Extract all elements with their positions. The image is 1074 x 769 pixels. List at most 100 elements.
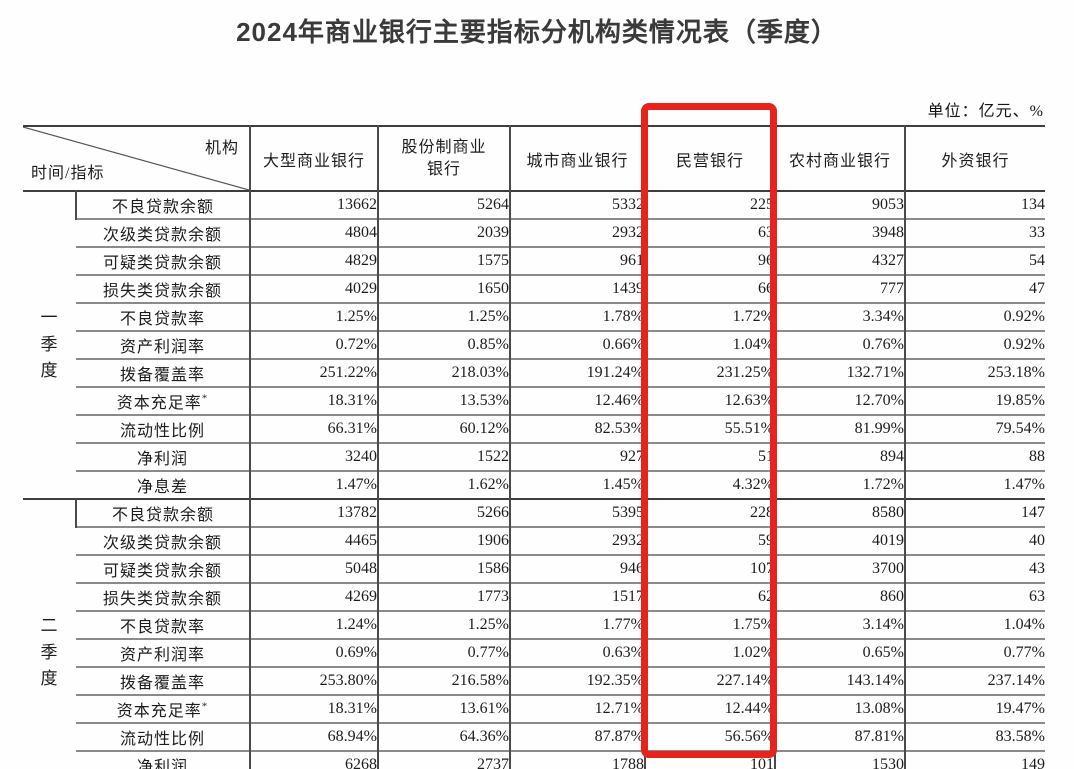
data-cell: 12.63% xyxy=(644,387,775,415)
table-row: 净利润 3240 1522 927 51 894 88 xyxy=(23,443,1045,471)
data-cell: 1522 xyxy=(377,443,510,471)
data-cell: 4269 xyxy=(249,583,378,611)
table-row: 次级类贷款余额 4465 1906 2932 59 4019 40 xyxy=(23,527,1045,555)
data-cell: 12.44% xyxy=(644,695,775,723)
data-cell: 1575 xyxy=(377,247,510,275)
data-cell: 56.56% xyxy=(644,723,775,751)
indicator-label: 流动性比例 xyxy=(119,423,205,440)
data-cell: 1.02% xyxy=(644,639,775,667)
data-cell: 62 xyxy=(644,583,775,611)
data-cell: 4829 xyxy=(249,247,378,275)
data-cell: 0.69% xyxy=(249,639,378,667)
table-row: 可疑类贷款余额 4829 1575 961 96 4327 54 xyxy=(23,247,1045,275)
table-row: 损失类贷款余额 4029 1650 1439 66 777 47 xyxy=(23,275,1045,303)
table-row: 一季度 不良贷款余额 13662 5264 5332 225 9053 134 xyxy=(23,191,1045,380)
data-cell: 1517 xyxy=(509,583,645,611)
data-cell: 4.32% xyxy=(644,471,775,499)
data-cell: 12.46% xyxy=(509,387,645,415)
indicator-label: 不良贷款余额 xyxy=(75,499,250,527)
data-cell: 40 xyxy=(904,527,1045,555)
data-cell: 9053 xyxy=(774,191,905,219)
data-cell: 59 xyxy=(644,527,775,555)
data-cell: 132.71% xyxy=(774,359,905,387)
column-header-foreign-banks: 外资银行 xyxy=(904,126,1045,191)
table-row: 资产利润率 0.72% 0.85% 0.66% 1.04% 0.76% 0.92% xyxy=(23,331,1045,359)
data-cell: 12.70% xyxy=(774,387,905,415)
data-cell: 66 xyxy=(644,275,775,303)
table-row: 流动性比例 66.31% 60.12% 82.53% 55.51% 81.99% 79.54… xyxy=(23,415,1045,443)
table-header: 机构 时间/指标 大型商业银行 股份制商业银行 城市商业银行 民营银行 农村商业… xyxy=(23,126,1045,191)
table-row: 拨备覆盖率 251.22% 218.03% 191.24% 231.25% 132.71%… xyxy=(23,359,1045,387)
data-cell: 1530 xyxy=(774,751,905,769)
data-cell: 19.85% xyxy=(904,387,1045,415)
data-cell: 0.92% xyxy=(904,331,1045,359)
data-cell: 1.25% xyxy=(377,611,510,639)
data-cell: 1.25% xyxy=(249,303,378,331)
data-cell: 0.77% xyxy=(377,639,510,667)
data-cell: 228 xyxy=(644,499,775,527)
data-cell: 3.14% xyxy=(774,611,905,639)
data-cell: 63 xyxy=(904,583,1045,611)
column-header-label: 股份制商业银行 xyxy=(401,138,487,178)
data-cell: 1.45% xyxy=(509,471,645,499)
data-cell: 63 xyxy=(644,219,775,247)
data-cell: 3.34% xyxy=(774,303,905,331)
indicator-label: 净息差 xyxy=(136,479,188,496)
data-cell: 1650 xyxy=(377,275,510,303)
indicator-label: 损失类贷款余额 xyxy=(102,283,222,300)
table-row: 可疑类贷款余额 5048 1586 946 107 3700 43 xyxy=(23,555,1045,583)
indicator-label: 流动性比例 xyxy=(119,731,205,748)
indicator-label: 次级类贷款余额 xyxy=(102,227,222,244)
data-cell: 3948 xyxy=(774,219,905,247)
data-cell: 1.04% xyxy=(644,331,775,359)
data-cell: 1.47% xyxy=(904,471,1045,499)
data-cell: 0.72% xyxy=(249,331,378,359)
data-cell: 1.25% xyxy=(377,303,510,331)
data-cell: 1773 xyxy=(377,583,510,611)
indicators-table: 机构 时间/指标 大型商业银行 股份制商业银行 城市商业银行 民营银行 农村商业… xyxy=(23,125,1045,769)
data-cell: 2932 xyxy=(509,219,645,247)
data-cell: 894 xyxy=(774,443,905,471)
data-cell: 51 xyxy=(644,443,775,471)
data-cell: 1.04% xyxy=(904,611,1045,639)
data-cell: 231.25% xyxy=(644,359,775,387)
data-cell: 1.72% xyxy=(774,471,905,499)
table-row: 净息差 1.47% 1.62% 1.45% 4.32% 1.72% 1.47% xyxy=(23,471,1045,499)
data-cell: 60.12% xyxy=(377,415,510,443)
data-cell: 216.58% xyxy=(377,667,510,695)
data-cell: 1.72% xyxy=(644,303,775,331)
data-cell: 13.08% xyxy=(774,695,905,723)
indicator-label: 可疑类贷款余额 xyxy=(102,255,222,272)
table-row: 拨备覆盖率 253.80% 216.58% 192.35% 227.14% 143.14%… xyxy=(23,667,1045,695)
data-cell: 13662 xyxy=(249,191,378,219)
unit-note: 单位：亿元、% xyxy=(927,103,1044,120)
data-cell: 1.47% xyxy=(249,471,378,499)
indicator-label: 可疑类贷款余额 xyxy=(102,563,222,580)
table-body: 一季度不良贷款余额 13662 5264 5332 225 9053 134 次级类贷款余额 4… xyxy=(23,191,1045,769)
table-row: 二季度 不良贷款余额 13782 5266 5395 228 8580 147 xyxy=(23,499,1045,688)
column-header-city-banks: 城市商业银行 xyxy=(509,126,645,191)
data-cell: 1788 xyxy=(509,751,645,769)
data-cell: 253.18% xyxy=(904,359,1045,387)
data-cell: 0.92% xyxy=(904,303,1045,331)
corner-header-cell: 机构 时间/指标 xyxy=(23,126,250,191)
table-row: 资本充足率* 18.31% 13.61% 12.71% 12.44% 13.08% 19.4… xyxy=(23,695,1045,723)
data-cell: 5264 xyxy=(377,191,510,219)
data-cell: 79.54% xyxy=(904,415,1045,443)
column-header-label: 农村商业银行 xyxy=(788,152,891,170)
column-header-large-banks: 大型商业银行 xyxy=(249,126,378,191)
data-cell: 225 xyxy=(644,191,775,219)
data-cell: 147 xyxy=(904,499,1045,527)
data-cell: 81.99% xyxy=(774,415,905,443)
data-cell: 946 xyxy=(509,555,645,583)
data-cell: 0.65% xyxy=(774,639,905,667)
data-cell: 43 xyxy=(904,555,1045,583)
indicator-label: 拨备覆盖率 xyxy=(119,367,205,384)
data-cell: 4327 xyxy=(774,247,905,275)
data-cell: 87.87% xyxy=(509,723,645,751)
data-cell: 3240 xyxy=(249,443,378,471)
indicator-label: 资产利润率 xyxy=(119,647,205,664)
data-cell: 2039 xyxy=(377,219,510,247)
data-cell: 860 xyxy=(774,583,905,611)
